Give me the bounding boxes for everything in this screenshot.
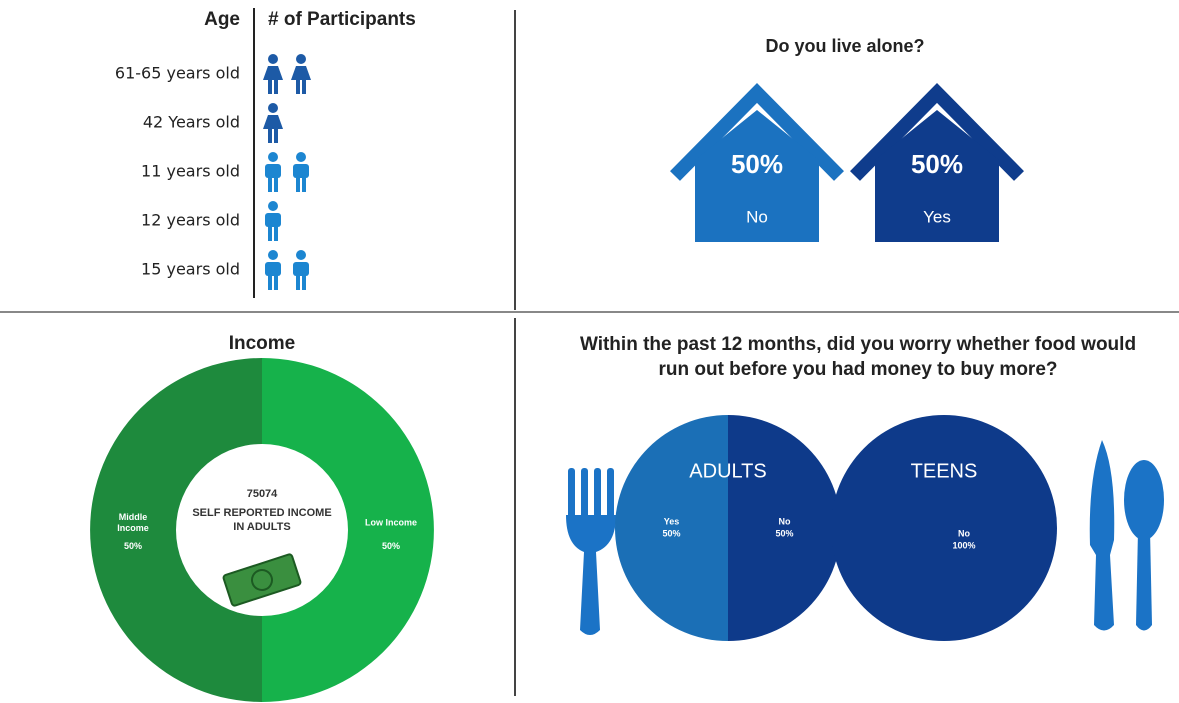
icon-body [293, 262, 309, 276]
icon-leg [302, 274, 306, 290]
category-label: No [746, 207, 768, 226]
category-label: No [779, 516, 791, 526]
icon-body [263, 66, 283, 80]
icon-row [265, 201, 281, 241]
icon-head [296, 250, 306, 260]
pie-name: TEENS [911, 460, 978, 482]
chart-title: Within the past 12 months, did you worry… [568, 332, 1148, 382]
value-label: 50% [911, 149, 963, 179]
icon-head [296, 152, 306, 162]
value-label: 50% [662, 528, 680, 538]
category-label: Low Income [361, 518, 421, 529]
category-label: No [958, 528, 970, 538]
row-label: 61-65 years old [115, 64, 240, 83]
icon-leg [302, 78, 306, 94]
icon-head [268, 201, 278, 211]
icon-head [268, 103, 278, 113]
icon-head [268, 54, 278, 64]
value-label: 50% [775, 528, 793, 538]
icon-body [293, 164, 309, 178]
value-header: # of Participants [268, 9, 416, 30]
icon-row [265, 152, 309, 192]
icon-body [263, 115, 283, 129]
knife-icon [1090, 440, 1115, 631]
value-label: 50% [124, 541, 142, 551]
icon-row [265, 250, 309, 290]
icon-leg [268, 127, 272, 143]
value-label: 50% [382, 541, 400, 551]
icon-leg [274, 274, 278, 290]
center-label: SELF REPORTED INCOME IN ADULTS [187, 506, 337, 534]
icon-row [263, 54, 311, 94]
pie-slice [831, 415, 1057, 641]
icon-leg [268, 176, 272, 192]
icon-leg [274, 225, 278, 241]
icon-body [265, 262, 281, 276]
category-label: Middle Income [103, 512, 163, 534]
category-label: Yes [923, 207, 951, 226]
icon-leg [268, 274, 272, 290]
category-header: Age [204, 9, 240, 30]
fork-icon [566, 468, 616, 635]
icon-leg [296, 176, 300, 192]
pie-name: ADULTS [689, 460, 766, 482]
icon-head [296, 54, 306, 64]
value-label: 50% [731, 149, 783, 179]
icon-row [263, 103, 283, 143]
icon-leg [296, 78, 300, 94]
icon-leg [302, 176, 306, 192]
icon-leg [274, 127, 278, 143]
icon-leg [274, 176, 278, 192]
icon-head [268, 250, 278, 260]
row-label: 12 years old [141, 211, 240, 230]
chart-title: Income [229, 333, 296, 354]
row-label: 42 Years old [143, 113, 240, 132]
page: {"chart_data": [ {"type": "pictograph", … [0, 0, 1179, 703]
icon-leg [296, 274, 300, 290]
money-icon [223, 554, 301, 607]
icon-head [268, 152, 278, 162]
icon-leg [268, 225, 272, 241]
icon-body [291, 66, 311, 80]
spoon-icon [1124, 460, 1164, 631]
category-label: Yes [664, 516, 680, 526]
icon-leg [268, 78, 272, 94]
row-label: 15 years old [141, 260, 240, 279]
center-value: 75074 [247, 488, 278, 500]
row-label: 11 years old [141, 162, 240, 181]
icon-body [265, 213, 281, 227]
chart-title: Do you live alone? [765, 36, 924, 56]
value-label: 100% [952, 540, 975, 550]
icon-leg [274, 78, 278, 94]
icon-body [265, 164, 281, 178]
